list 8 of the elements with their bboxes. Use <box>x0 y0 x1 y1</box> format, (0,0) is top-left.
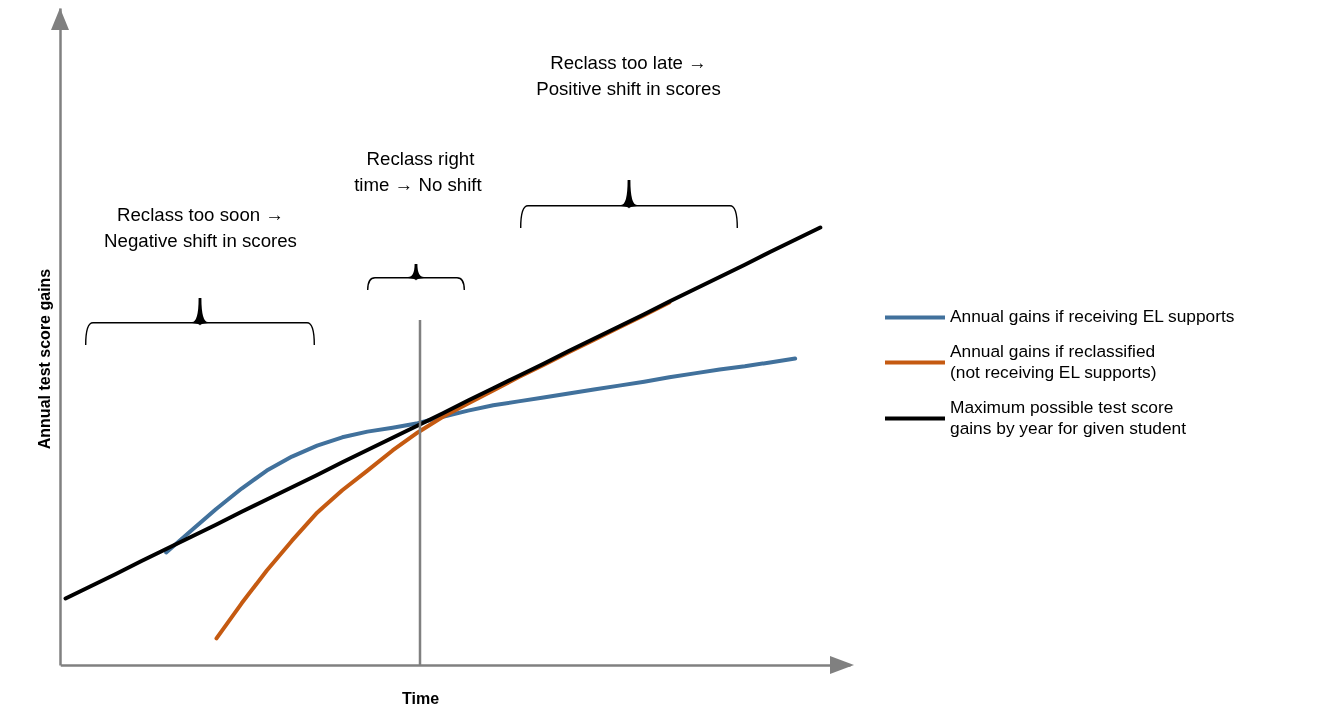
text: Reclass too late → Positive shift in scores <box>536 52 721 99</box>
y-axis-title: Annual test score gains <box>35 268 53 450</box>
legend-label: Annual gains if receiving EL supports <box>950 306 1235 327</box>
text: Reclass right time → No shift <box>354 148 483 195</box>
legend-label: Annual gains if reclassified (not receiving EL supports) <box>950 341 1157 383</box>
x-axis-title: Time <box>401 690 440 707</box>
annotation: Reclass too soon → Negative shift in scores <box>104 204 297 251</box>
legend-label: Maximum possible test score gains by year for given student <box>950 397 1186 439</box>
